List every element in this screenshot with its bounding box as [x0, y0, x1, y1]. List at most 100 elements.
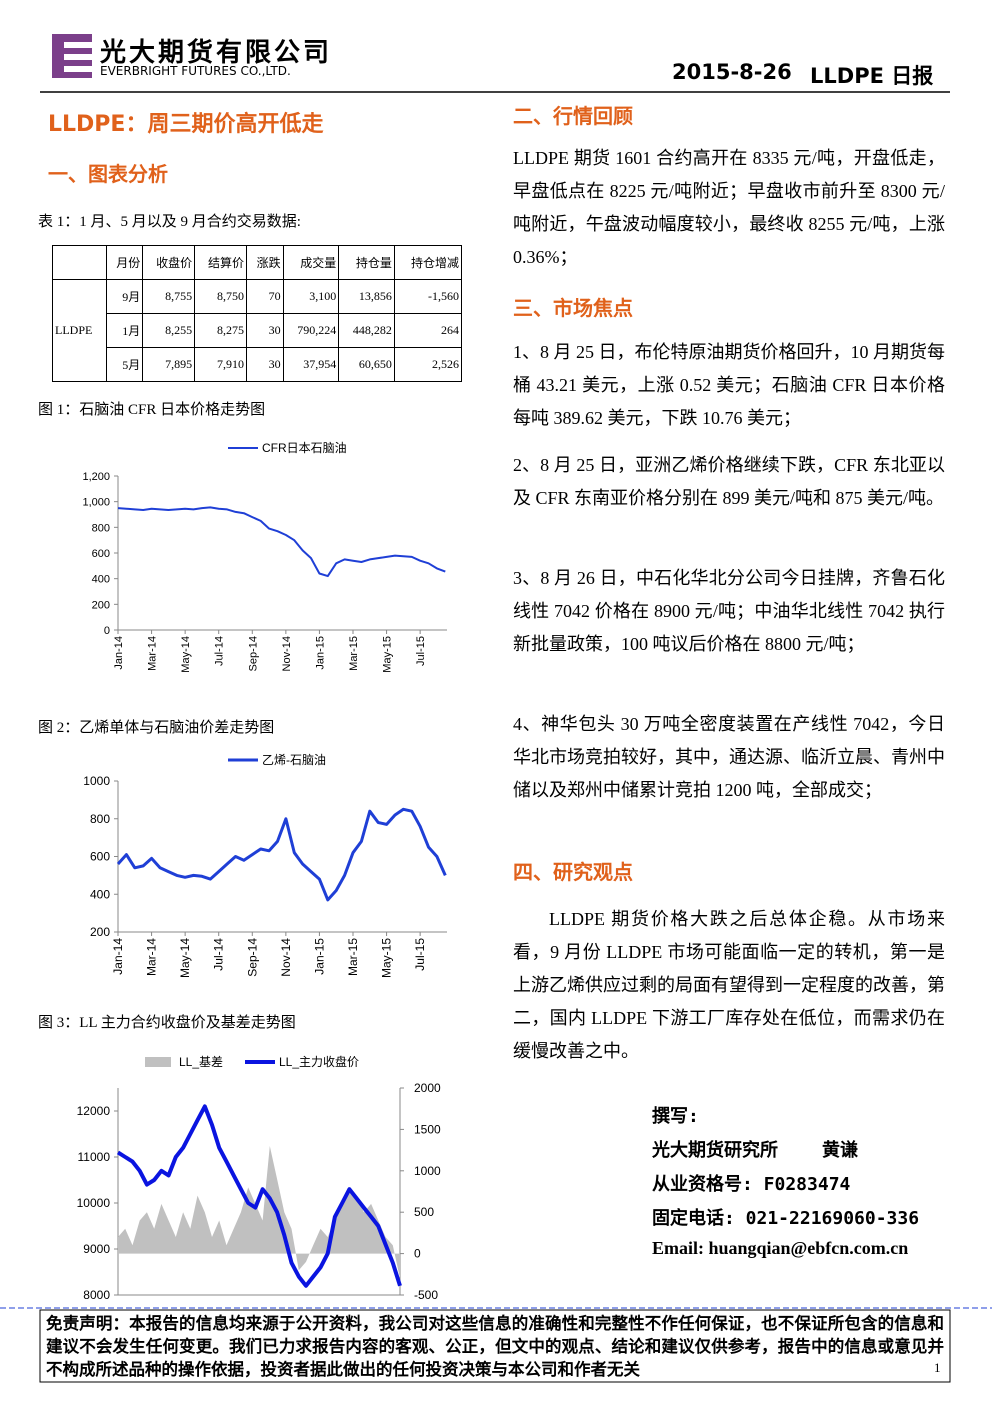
- y-tick-label: 8000: [83, 1288, 110, 1302]
- y-tick-label: 1,200: [82, 471, 110, 483]
- y-tick-label: 400: [92, 574, 110, 586]
- y-tick-label: 12000: [77, 1104, 111, 1118]
- x-tick-label: May-15: [380, 938, 394, 978]
- title: LLDPE：周三期价高开低走: [48, 112, 324, 137]
- legend-label: 乙烯-石脑油: [262, 753, 326, 767]
- x-tick-label: May-14: [178, 938, 192, 978]
- table-cell: 8,275: [194, 313, 247, 348]
- figure-caption: 图 2：乙烯单体与石脑油价差走势图: [38, 720, 275, 736]
- table-cell: 60,650: [338, 347, 395, 382]
- table-cell: 8,255: [142, 313, 196, 348]
- section-title: 四、研究观点: [513, 860, 633, 884]
- x-tick-label: Jul-14: [212, 938, 226, 971]
- table-cell: 3,100: [282, 279, 340, 314]
- y2-tick-label: 2000: [414, 1081, 441, 1095]
- table-cell: 790,224: [282, 313, 340, 348]
- table-header: 涨跌: [245, 245, 284, 280]
- area: [118, 1146, 400, 1279]
- table-header: 持仓量: [338, 245, 395, 280]
- paragraph: LLDPE 期货价格大跌之后总体企稳。从市场来看，9 月份 LLDPE 市场可能…: [513, 909, 945, 1061]
- y-tick-label: 200: [90, 925, 110, 939]
- line: [117, 506, 446, 578]
- table-cell: 70: [245, 279, 284, 314]
- section-title: 三、市场焦点: [513, 296, 633, 320]
- table-group: LLDPE: [52, 279, 107, 382]
- x-tick-label: Nov-14: [279, 938, 293, 977]
- table-cell: 7,895: [142, 347, 196, 382]
- y2-tick-label: 500: [414, 1205, 434, 1219]
- table-cell: 30: [245, 347, 284, 382]
- paragraph: 1、8 月 25 日，布伦特原油期货价格回升，10 月期货每桶 43.21 美元…: [513, 342, 945, 428]
- y-tick-label: 800: [90, 812, 110, 826]
- y-tick-label: 400: [90, 887, 110, 901]
- y-tick-label: 9000: [83, 1242, 110, 1256]
- table-header: 成交量: [282, 245, 340, 280]
- y2-tick-label: 1000: [414, 1164, 441, 1178]
- y-tick-label: 600: [90, 850, 110, 864]
- legend-swatch: [145, 1057, 171, 1067]
- y-tick-label: 600: [92, 548, 110, 560]
- table-cell: 2,526: [393, 347, 463, 382]
- table-cell: 30: [245, 313, 284, 348]
- paragraph: 4、神华包头 30 万吨全密度装置在产线性 7042，今日华北市场竞拍较好，其中…: [513, 714, 945, 800]
- table-header: 收盘价: [142, 245, 196, 280]
- table-cell: 448,282: [338, 313, 395, 348]
- table-header: 持仓增减: [393, 245, 463, 280]
- table-cell: 8,755: [142, 279, 196, 314]
- table-row: LLDPE 9月 8,755 8,750 70 3,100 13,856 -1,560: [52, 279, 463, 382]
- y-tick-label: 1000: [83, 774, 110, 788]
- disclaimer: 免责声明：本报告的信息均来源于公开资料，我公司对这些信息的准确性和完整性不作任何…: [46, 1314, 944, 1379]
- y2-tick-label: 0: [414, 1247, 421, 1261]
- x-tick-label: Sep-14: [247, 636, 259, 671]
- table-cell: 13,856: [338, 279, 395, 314]
- table-cell: 5月: [105, 347, 144, 382]
- y-tick-label: 0: [104, 625, 110, 637]
- phone: 固定电话: 021-22169060-336: [652, 1208, 920, 1229]
- logo: [52, 34, 92, 78]
- y-tick-label: 800: [92, 522, 110, 534]
- x-tick-label: Mar-15: [346, 938, 360, 976]
- x-tick-label: May-15: [382, 636, 394, 673]
- table-row: 月份 收盘价 结算价 涨跌 成交量 持仓量 持仓增减: [52, 245, 463, 280]
- paragraph: 3、8 月 26 日，中石化华北分公司今日挂牌，齐鲁石化线性 7042 价格在 …: [513, 568, 945, 654]
- author-org: 光大期货研究所: [652, 1140, 778, 1161]
- figure-caption: 图 1：石脑油 CFR 日本价格走势图: [38, 402, 266, 418]
- x-tick-label: Jan-15: [312, 938, 326, 975]
- company-en: EVERBRIGHT FUTURES CO.,LTD.: [100, 64, 291, 78]
- x-tick-label: Jul-14: [214, 636, 226, 666]
- date: 2015-8-26: [672, 60, 792, 84]
- line: [116, 1104, 402, 1288]
- table-cell: 8,750: [194, 279, 247, 314]
- x-tick-label: Sep-14: [245, 938, 259, 977]
- table-row: 1月 8,255 8,275 30 790,224 448,282 264: [53, 313, 463, 348]
- table-cell: [52, 245, 107, 280]
- author-name: 黄谦: [822, 1140, 858, 1161]
- paragraph: 2、8 月 25 日，亚洲乙烯价格继续下跌，CFR 东北亚以及 CFR 东南亚价…: [513, 455, 945, 508]
- company-cn: 光大期货有限公司: [100, 38, 333, 68]
- page-number: 1: [934, 1360, 941, 1375]
- table: 月份 收盘价 结算价 涨跌 成交量 持仓量 持仓增减 LLDPE 9月 8,755 8,750 70 3…: [52, 245, 463, 382]
- legend-label: CFR日本石脑油: [262, 441, 347, 455]
- legend-label: LL_基差: [179, 1055, 223, 1069]
- section-title: 一、图表分析: [48, 162, 168, 186]
- x-tick-label: Jan-14: [111, 938, 125, 975]
- figure-caption: 图 3：LL 主力合约收盘价及基差走势图: [38, 1015, 296, 1031]
- email: Email: huangqian@ebfcn.com.cn: [652, 1238, 909, 1258]
- table-cell: 1月: [105, 313, 144, 348]
- x-tick-label: May-14: [180, 636, 192, 673]
- x-tick-label: Jul-15: [415, 636, 427, 666]
- x-tick-label: Jan-14: [113, 636, 125, 670]
- section-title: 二、行情回顾: [513, 104, 633, 128]
- table-row: 5月 7,895 7,910 30 37,954 60,650 2,526: [53, 347, 463, 382]
- table-cell: 7,910: [194, 347, 247, 382]
- author-label: 撰写:: [652, 1106, 699, 1127]
- y-tick-label: 200: [92, 599, 110, 611]
- y-tick-label: 1,000: [82, 497, 110, 509]
- license: 从业资格号: F0283474: [652, 1174, 851, 1195]
- table-cell: 264: [393, 313, 463, 348]
- y-tick-label: 10000: [77, 1196, 111, 1210]
- x-tick-label: Mar-15: [348, 636, 360, 671]
- table-header: 月份: [105, 245, 144, 280]
